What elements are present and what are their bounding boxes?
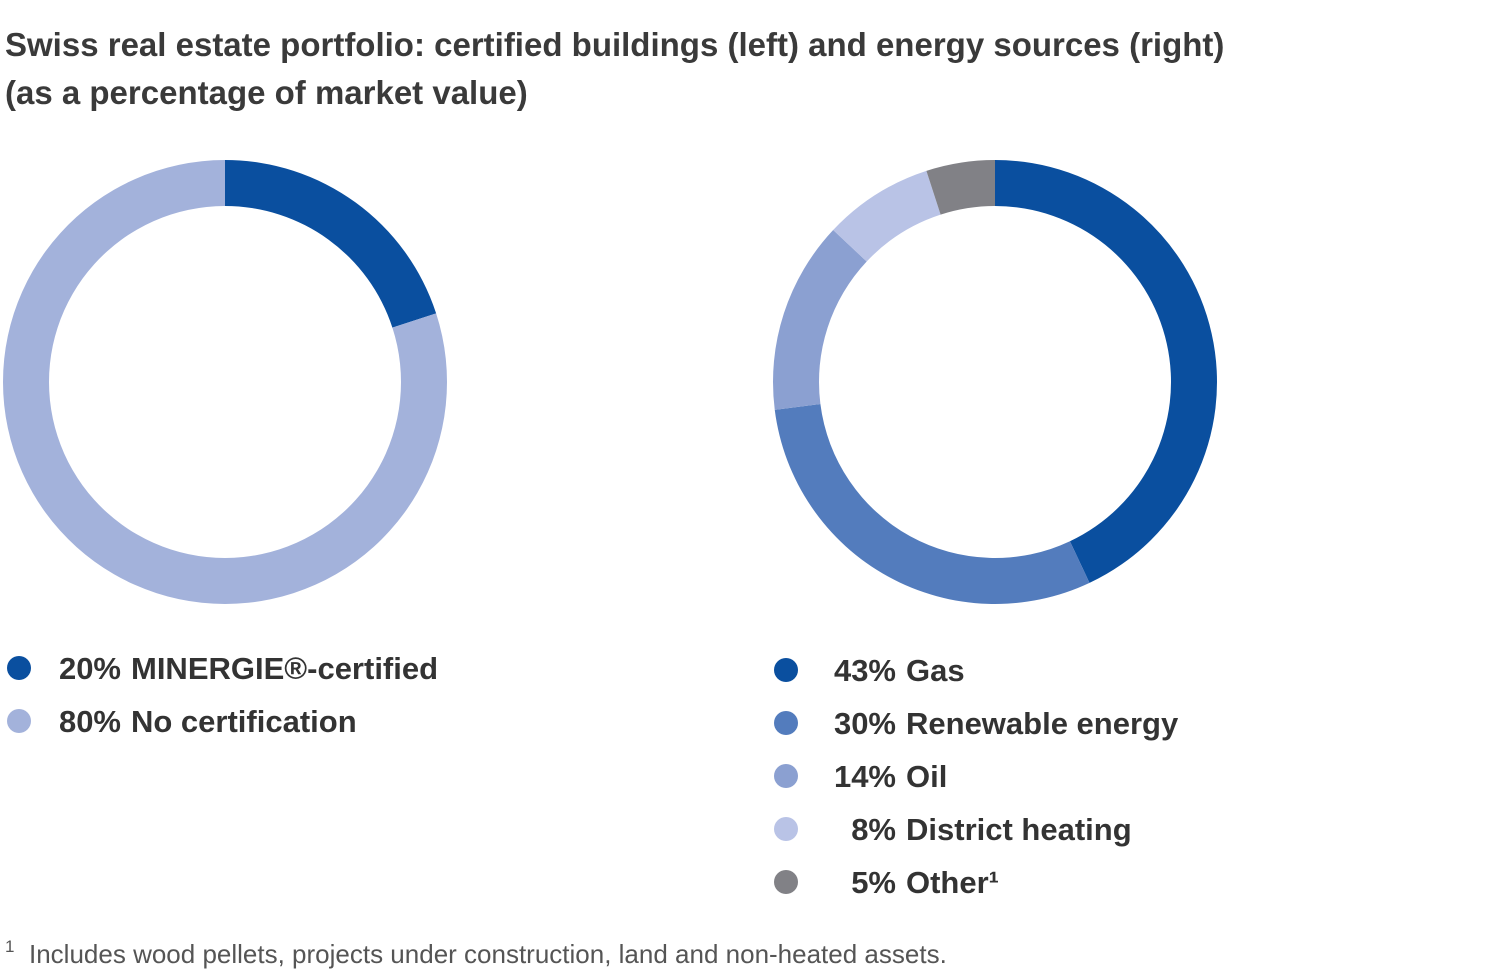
donut-segment [225, 160, 437, 328]
legend-label: Oil [906, 759, 947, 794]
legend-label: MINERGIE®-certified [131, 651, 438, 686]
donut-segment [833, 170, 941, 262]
legend-swatch [774, 658, 798, 682]
donut-segment [995, 160, 1217, 583]
footnote-marker: 1 [5, 937, 14, 956]
legend-label: Gas [906, 653, 965, 688]
legend-value: 30% [834, 706, 896, 741]
legend-swatch [774, 764, 798, 788]
donut-segment [926, 160, 995, 215]
donut-segment [774, 404, 1090, 604]
legend-swatch [7, 656, 31, 680]
legend-value: 20% [59, 651, 121, 686]
legend-swatch [774, 870, 798, 894]
chart-subtitle: (as a percentage of market value) [5, 74, 528, 111]
legend-value: 5% [851, 865, 896, 900]
legend-value: 8% [851, 812, 896, 847]
legend-label: Renewable energy [906, 706, 1179, 741]
legend-value: 80% [59, 704, 121, 739]
legend-value: 43% [834, 653, 896, 688]
legend-swatch [774, 817, 798, 841]
legend-label: Other¹ [906, 865, 999, 900]
chart-title: Swiss real estate portfolio: certified b… [5, 26, 1224, 63]
donut-segment [773, 230, 867, 410]
legend-label: District heating [906, 812, 1132, 847]
footnote: Includes wood pellets, projects under co… [29, 939, 947, 969]
legend-swatch [7, 709, 31, 733]
legend-label: No certification [131, 704, 357, 739]
legend-swatch [774, 711, 798, 735]
legend-value: 14% [834, 759, 896, 794]
